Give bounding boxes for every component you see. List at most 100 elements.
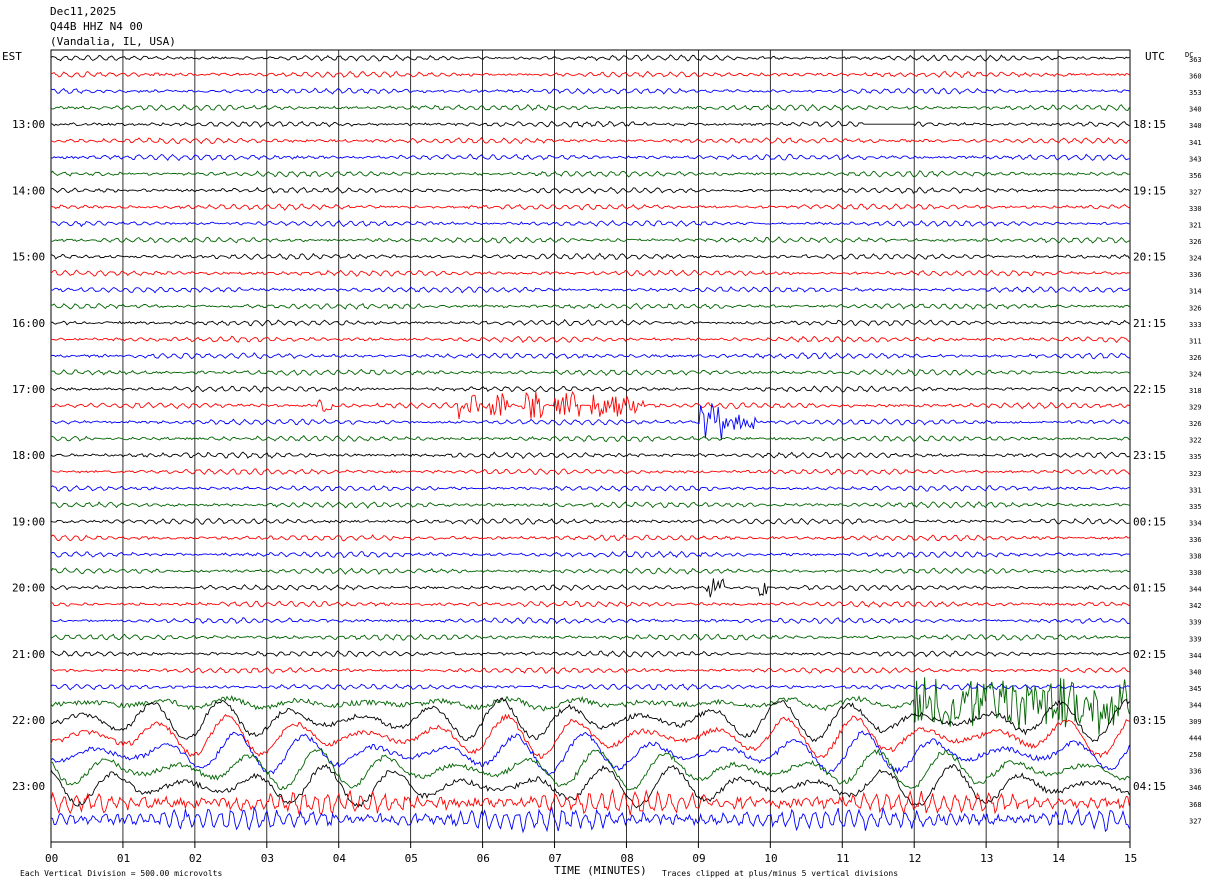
trace-line — [50, 120, 1130, 128]
dc-offset-label: 330 — [1189, 569, 1202, 577]
est-hour-label: 14:00 — [12, 184, 45, 197]
dc-offset-label: 444 — [1189, 735, 1202, 743]
dc-offset-label: 330 — [1189, 205, 1202, 213]
trace-line — [50, 136, 1130, 145]
utc-hour-label: 22:15 — [1133, 383, 1166, 396]
trace-line — [50, 697, 1130, 743]
trace-line — [50, 403, 1130, 441]
dc-offset-label: 250 — [1189, 751, 1202, 759]
utc-hour-label: 23:15 — [1133, 449, 1166, 462]
x-tick-label: 11 — [836, 852, 849, 865]
utc-hour-labels: 18:15 19:15 20:15 21:15 22:15 23:15 00:15 01:15… — [1133, 118, 1166, 793]
dc-offset-label: 326 — [1189, 354, 1202, 362]
trace-line — [50, 236, 1130, 244]
dc-offset-label: 340 — [1189, 668, 1202, 676]
x-tick-label: 02 — [189, 852, 202, 865]
dc-offset-label: 340 — [1189, 122, 1202, 130]
dc-offset-label: 356 — [1189, 172, 1202, 180]
trace-line — [50, 170, 1130, 178]
header-station: Q44B HHZ N4 00 — [50, 20, 143, 33]
utc-hour-label: 04:15 — [1133, 780, 1166, 793]
dc-offset-label: 336 — [1189, 768, 1202, 776]
trace-line — [50, 550, 1130, 559]
x-tick-label: 13 — [980, 852, 993, 865]
trace-line — [50, 617, 1130, 625]
utc-hour-label: 01:15 — [1133, 582, 1166, 595]
trace-line — [50, 666, 1130, 674]
clip-note: Traces clipped at plus/minus 5 vertical … — [662, 869, 898, 878]
trace-line — [50, 650, 1130, 658]
est-hour-label: 13:00 — [12, 118, 45, 131]
dc-offset-label: 353 — [1189, 89, 1202, 97]
dc-offset-label: 344 — [1189, 586, 1202, 594]
trace-line — [50, 219, 1130, 228]
est-hour-label: 21:00 — [12, 648, 45, 661]
utc-hour-label: 19:15 — [1133, 184, 1166, 197]
trace-line — [50, 713, 1130, 759]
est-hour-label: 17:00 — [12, 383, 45, 396]
dc-offset-label: 327 — [1189, 817, 1202, 825]
trace-line — [50, 485, 1130, 492]
est-hour-labels: 13:00 14:00 15:00 16:00 17:00 18:00 19:00 20:00… — [12, 118, 45, 793]
x-tick-label: 09 — [692, 852, 705, 865]
x-tick-label: 14 — [1052, 852, 1066, 865]
trace-line — [50, 302, 1130, 310]
dc-offset-label: 340 — [1189, 106, 1202, 114]
trace-line — [50, 54, 1130, 62]
dc-offset-label: 329 — [1189, 404, 1202, 412]
trace-line — [50, 153, 1130, 162]
est-label: EST — [2, 50, 22, 63]
dc-offset-label: 335 — [1189, 453, 1202, 461]
dc-offset-label: 324 — [1189, 255, 1202, 263]
trace-line — [50, 534, 1130, 542]
trace-line — [50, 390, 1130, 420]
trace-line — [50, 788, 1130, 816]
dc-offset-label: 368 — [1189, 801, 1202, 809]
trace-line — [50, 385, 1130, 393]
trace-line — [50, 203, 1130, 211]
dc-offset-label: 323 — [1189, 470, 1202, 478]
dc-offset-label: 336 — [1189, 271, 1202, 279]
trace-line — [50, 87, 1130, 95]
dc-offset-label: 327 — [1189, 188, 1202, 196]
trace-line — [50, 730, 1130, 776]
est-hour-label: 20:00 — [12, 582, 45, 595]
dc-offset-label: 322 — [1189, 437, 1202, 445]
dc-offset-label: 339 — [1189, 619, 1202, 627]
dc-offset-label: 360 — [1189, 73, 1202, 81]
trace-line — [50, 335, 1130, 344]
trace-line — [50, 806, 1130, 834]
dc-offset-label: 326 — [1189, 420, 1202, 428]
trace-line — [50, 600, 1130, 608]
header-date: Dec11,2025 — [50, 5, 116, 18]
dc-offset-label: 321 — [1189, 222, 1202, 230]
trace-line — [50, 286, 1130, 294]
est-hour-label: 22:00 — [12, 714, 45, 727]
dc-offset-label: 343 — [1189, 155, 1202, 163]
est-hour-label: 16:00 — [12, 317, 45, 330]
dc-offset-label: 326 — [1189, 304, 1202, 312]
trace-line — [50, 435, 1130, 443]
dc-label: DC — [1185, 51, 1193, 59]
trace-line — [50, 578, 1130, 598]
utc-hour-label: 02:15 — [1133, 648, 1166, 661]
trace-line — [50, 677, 1130, 735]
trace-line — [50, 633, 1130, 641]
x-tick-label: 10 — [764, 852, 777, 865]
trace-line — [50, 501, 1130, 509]
dc-offset-label: 333 — [1189, 321, 1202, 329]
seismic-traces — [50, 54, 1130, 834]
trace-line — [50, 352, 1130, 360]
dc-offset-labels: 363 360 353 340 340 341 343 356 327 330 321 326 324 3… — [1189, 56, 1202, 825]
utc-hour-label: 03:15 — [1133, 714, 1166, 727]
header-location: (Vandalia, IL, USA) — [50, 35, 176, 48]
est-hour-label: 15:00 — [12, 251, 45, 264]
trace-line — [50, 683, 1130, 691]
dc-offset-label: 338 — [1189, 553, 1202, 561]
x-axis-title: TIME (MINUTES) — [554, 864, 647, 877]
x-tick-label: 01 — [117, 852, 130, 865]
utc-hour-label: 20:15 — [1133, 251, 1166, 264]
x-tick-label: 08 — [620, 852, 633, 865]
dc-offset-label: 334 — [1189, 519, 1202, 527]
x-tick-label: 07 — [549, 852, 562, 865]
